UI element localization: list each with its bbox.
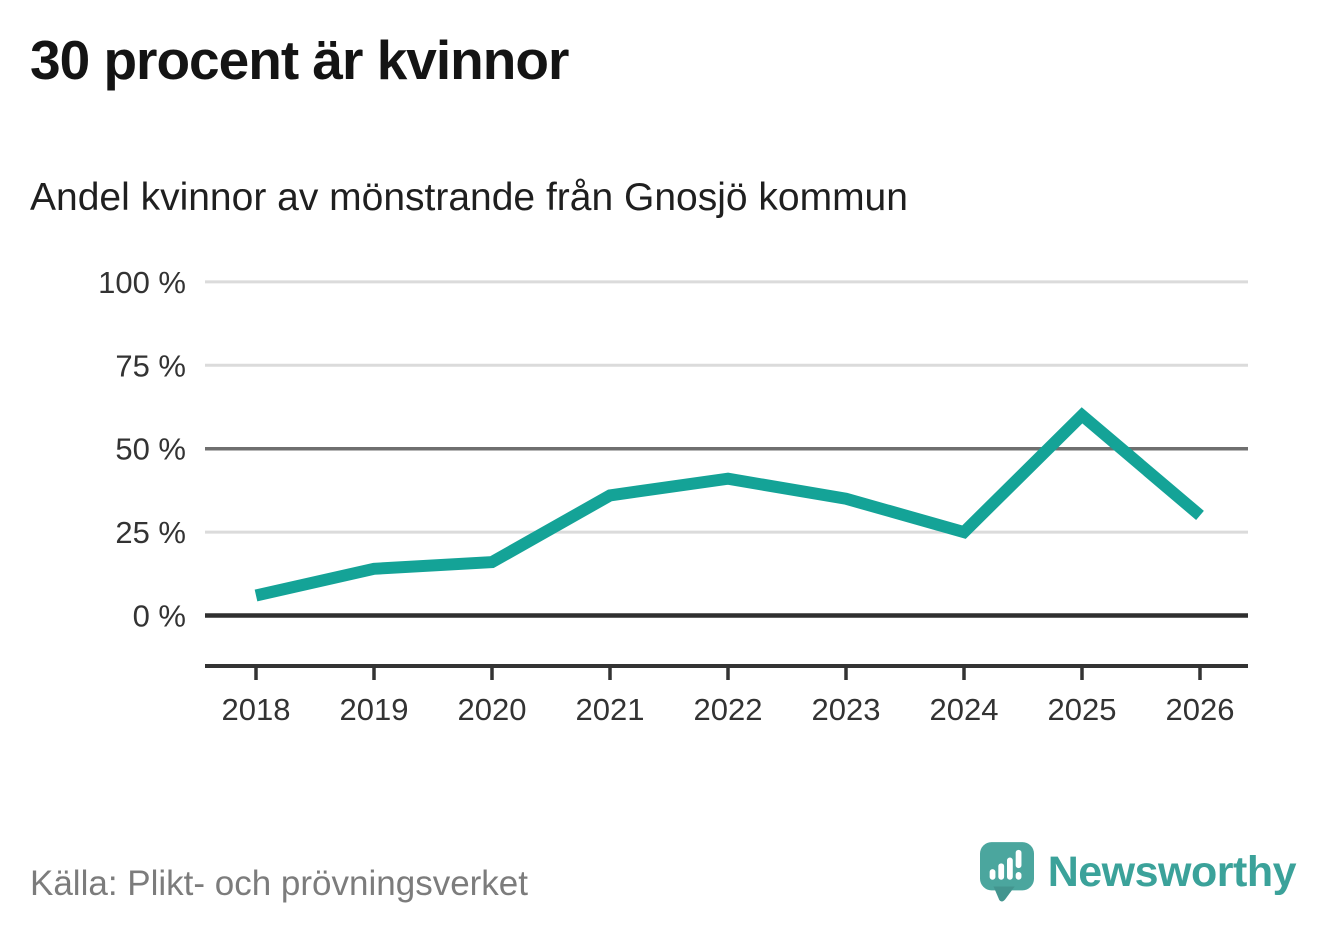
y-axis-label-50: 50 % (115, 432, 186, 467)
data-line-series (254, 407, 1204, 602)
newsworthy-logo-icon (979, 842, 1034, 902)
x-axis-label-2019: 2019 (340, 692, 409, 727)
y-axis-label-75: 75 % (115, 348, 186, 383)
x-axis-label-2026: 2026 (1166, 692, 1235, 727)
x-axis-label-2022: 2022 (694, 692, 763, 727)
chart-title: 30 procent är kvinnor (30, 29, 569, 91)
x-axis-label-2023: 2023 (812, 692, 881, 727)
y-axis-label-0: 0 % (133, 599, 186, 634)
x-axis-label-2024: 2024 (930, 692, 999, 727)
x-axis-label-2021: 2021 (576, 692, 645, 727)
x-axis-label-2025: 2025 (1048, 692, 1117, 727)
source-note: Källa: Plikt- och prövningsverket (30, 864, 528, 903)
y-axis-label-100: 100 % (98, 265, 186, 300)
x-axis-label-2018: 2018 (222, 692, 291, 727)
newsworthy-logo: Newsworthy (979, 842, 1297, 902)
y-axis-label-25: 25 % (115, 515, 186, 550)
newsworthy-wordmark: Newsworthy (1047, 847, 1297, 896)
chart-subtitle: Andel kvinnor av mönstrande från Gnosjö … (30, 176, 908, 219)
x-axis-label-2020: 2020 (458, 692, 527, 727)
line-chart: 0 % 25 % 50 % 75 % 100 % 2018 2019 2020 2021 2022… (98, 265, 1248, 727)
